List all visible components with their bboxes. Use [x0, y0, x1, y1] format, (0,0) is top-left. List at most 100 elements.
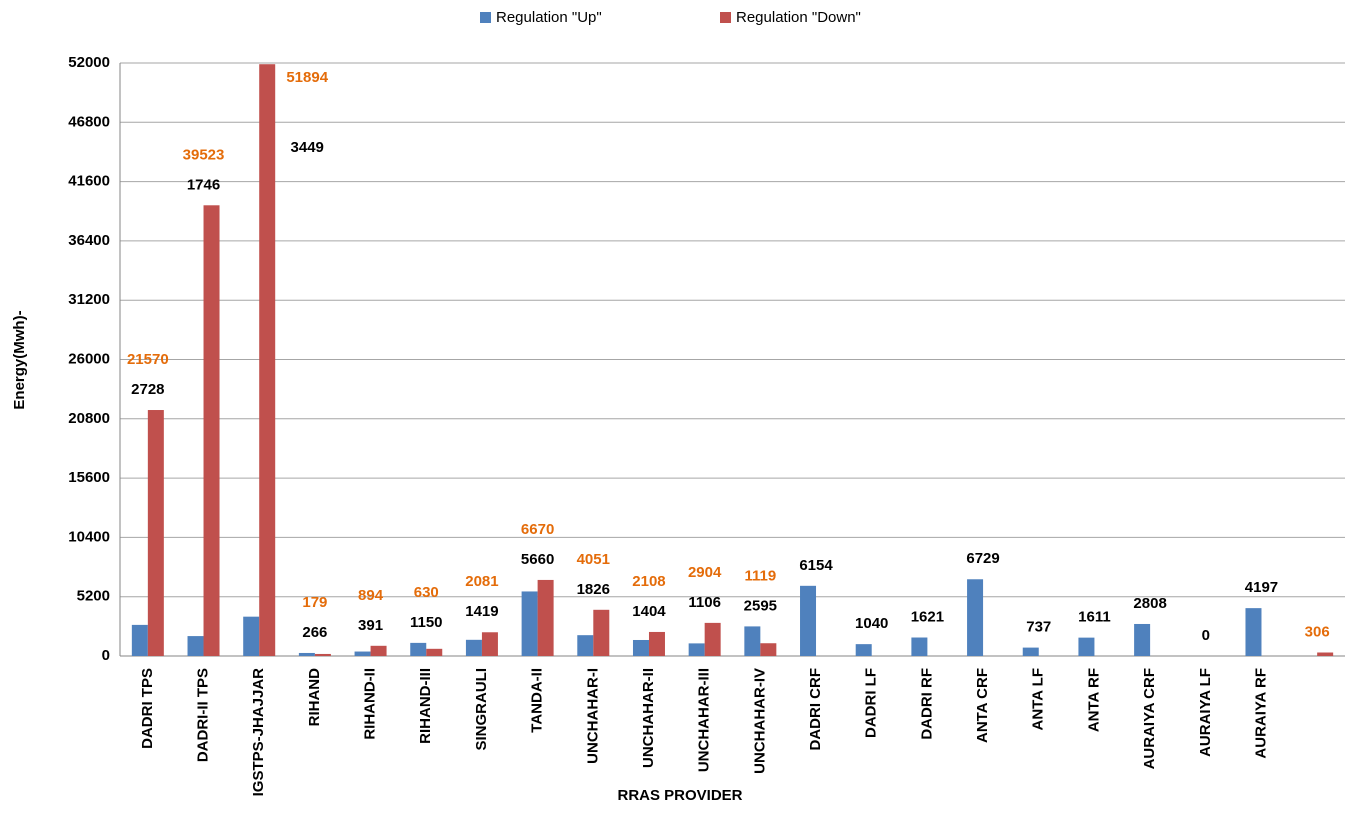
bar [521, 591, 538, 656]
bar [593, 609, 610, 656]
x-tick-label: AURAIYA RF [1252, 668, 1269, 759]
data-label: 179 [302, 594, 327, 611]
bar [298, 652, 315, 656]
bar [259, 64, 276, 657]
data-label: 4197 [1245, 579, 1278, 596]
bar [147, 410, 164, 656]
data-label: 2808 [1133, 595, 1166, 612]
data-label: 1746 [187, 176, 220, 193]
data-label: 2728 [131, 381, 164, 398]
data-label: 0 [1202, 627, 1210, 644]
data-label: 2081 [465, 573, 498, 590]
data-label: 5660 [521, 551, 554, 568]
x-axis-title: RRAS PROVIDER [617, 787, 742, 804]
data-label: 1040 [855, 615, 888, 632]
x-tick-label: ANTA LF [1030, 668, 1047, 730]
x-tick-label: UNCHAHAR-IV [751, 668, 768, 774]
bar [632, 639, 649, 656]
data-label: 1106 [688, 594, 721, 611]
x-tick-label: DADRI TPS [139, 668, 156, 749]
data-label: 6729 [966, 550, 999, 567]
bar [704, 622, 721, 656]
bar [481, 632, 498, 656]
bar [537, 579, 554, 656]
x-tick-label: UNCHAHAR-I [584, 668, 601, 764]
data-label: 2595 [744, 597, 777, 614]
bar [187, 636, 204, 656]
bar [426, 648, 443, 656]
bar [465, 639, 482, 656]
bar [1078, 637, 1095, 656]
y-tick-label: 26000 [68, 350, 110, 367]
x-tick-label: UNCHAHAR-III [696, 668, 713, 772]
data-label: 391 [358, 617, 383, 634]
x-tick-label: DADRI LF [863, 668, 880, 738]
bar [855, 644, 872, 656]
bar [243, 616, 260, 656]
data-label: 1621 [911, 608, 944, 625]
bar [911, 637, 928, 656]
data-label: 2108 [632, 573, 665, 590]
x-tick-label: RIHAND-II [362, 668, 379, 740]
y-tick-label: 0 [102, 647, 110, 664]
bar [688, 643, 705, 656]
bar [577, 635, 594, 656]
bar [370, 645, 387, 656]
x-tick-label: DADRI CRF [807, 668, 824, 751]
data-label: 306 [1305, 623, 1330, 640]
x-tick-label: ANTA CRF [974, 668, 991, 743]
bar [967, 579, 984, 656]
bar [1317, 652, 1334, 656]
y-tick-label: 36400 [68, 232, 110, 249]
data-label: 1419 [465, 603, 498, 620]
data-label: 630 [414, 584, 439, 601]
x-tick-label: ANTA RF [1085, 668, 1102, 732]
x-tick-label: AURAIYA LF [1197, 668, 1214, 757]
y-axis-title: Energy(Mwh)- [11, 310, 28, 409]
bar [1245, 608, 1262, 656]
bar [314, 653, 331, 656]
bar [1134, 623, 1151, 656]
bar [203, 205, 220, 657]
x-tick-label: IGSTPS-JHAJJAR [250, 668, 267, 797]
x-tick-label: RIHAND [306, 668, 323, 726]
data-label: 894 [358, 587, 384, 604]
x-tick-label: SINGRAULI [473, 668, 490, 751]
data-label: 4051 [577, 551, 610, 568]
data-label: 6670 [521, 521, 554, 538]
bar [410, 642, 427, 656]
legend-label: Regulation "Up" [496, 9, 602, 26]
legend-label: Regulation "Down" [736, 9, 861, 26]
data-label: 1611 [1078, 609, 1111, 626]
bar [744, 626, 761, 656]
y-tick-label: 20800 [68, 410, 110, 427]
bar [800, 585, 817, 656]
y-tick-label: 5200 [77, 588, 110, 605]
bar [1022, 647, 1039, 656]
data-label: 2904 [688, 564, 722, 581]
bar [131, 624, 148, 656]
x-tick-label: TANDA-II [529, 668, 546, 733]
data-label: 3449 [291, 139, 324, 156]
y-tick-label: 46800 [68, 113, 110, 130]
data-label: 1826 [577, 581, 610, 598]
legend-swatch [480, 12, 491, 23]
bar [760, 643, 777, 656]
y-tick-label: 10400 [68, 528, 110, 545]
y-tick-label: 52000 [68, 54, 110, 71]
data-label: 737 [1026, 619, 1051, 636]
bar [648, 631, 665, 656]
data-label: 1119 [744, 567, 776, 584]
data-label: 21570 [127, 351, 169, 368]
data-label: 1404 [632, 603, 666, 620]
bar [354, 651, 371, 656]
x-tick-label: DADRI-II TPS [194, 668, 211, 762]
data-label: 266 [302, 624, 327, 641]
data-label: 1150 [410, 614, 443, 631]
x-tick-label: UNCHAHAR-II [640, 668, 657, 768]
y-tick-label: 41600 [68, 173, 110, 190]
y-tick-label: 15600 [68, 469, 110, 486]
x-tick-label: RIHAND-III [417, 668, 434, 744]
x-tick-label: DADRI RF [918, 668, 935, 740]
